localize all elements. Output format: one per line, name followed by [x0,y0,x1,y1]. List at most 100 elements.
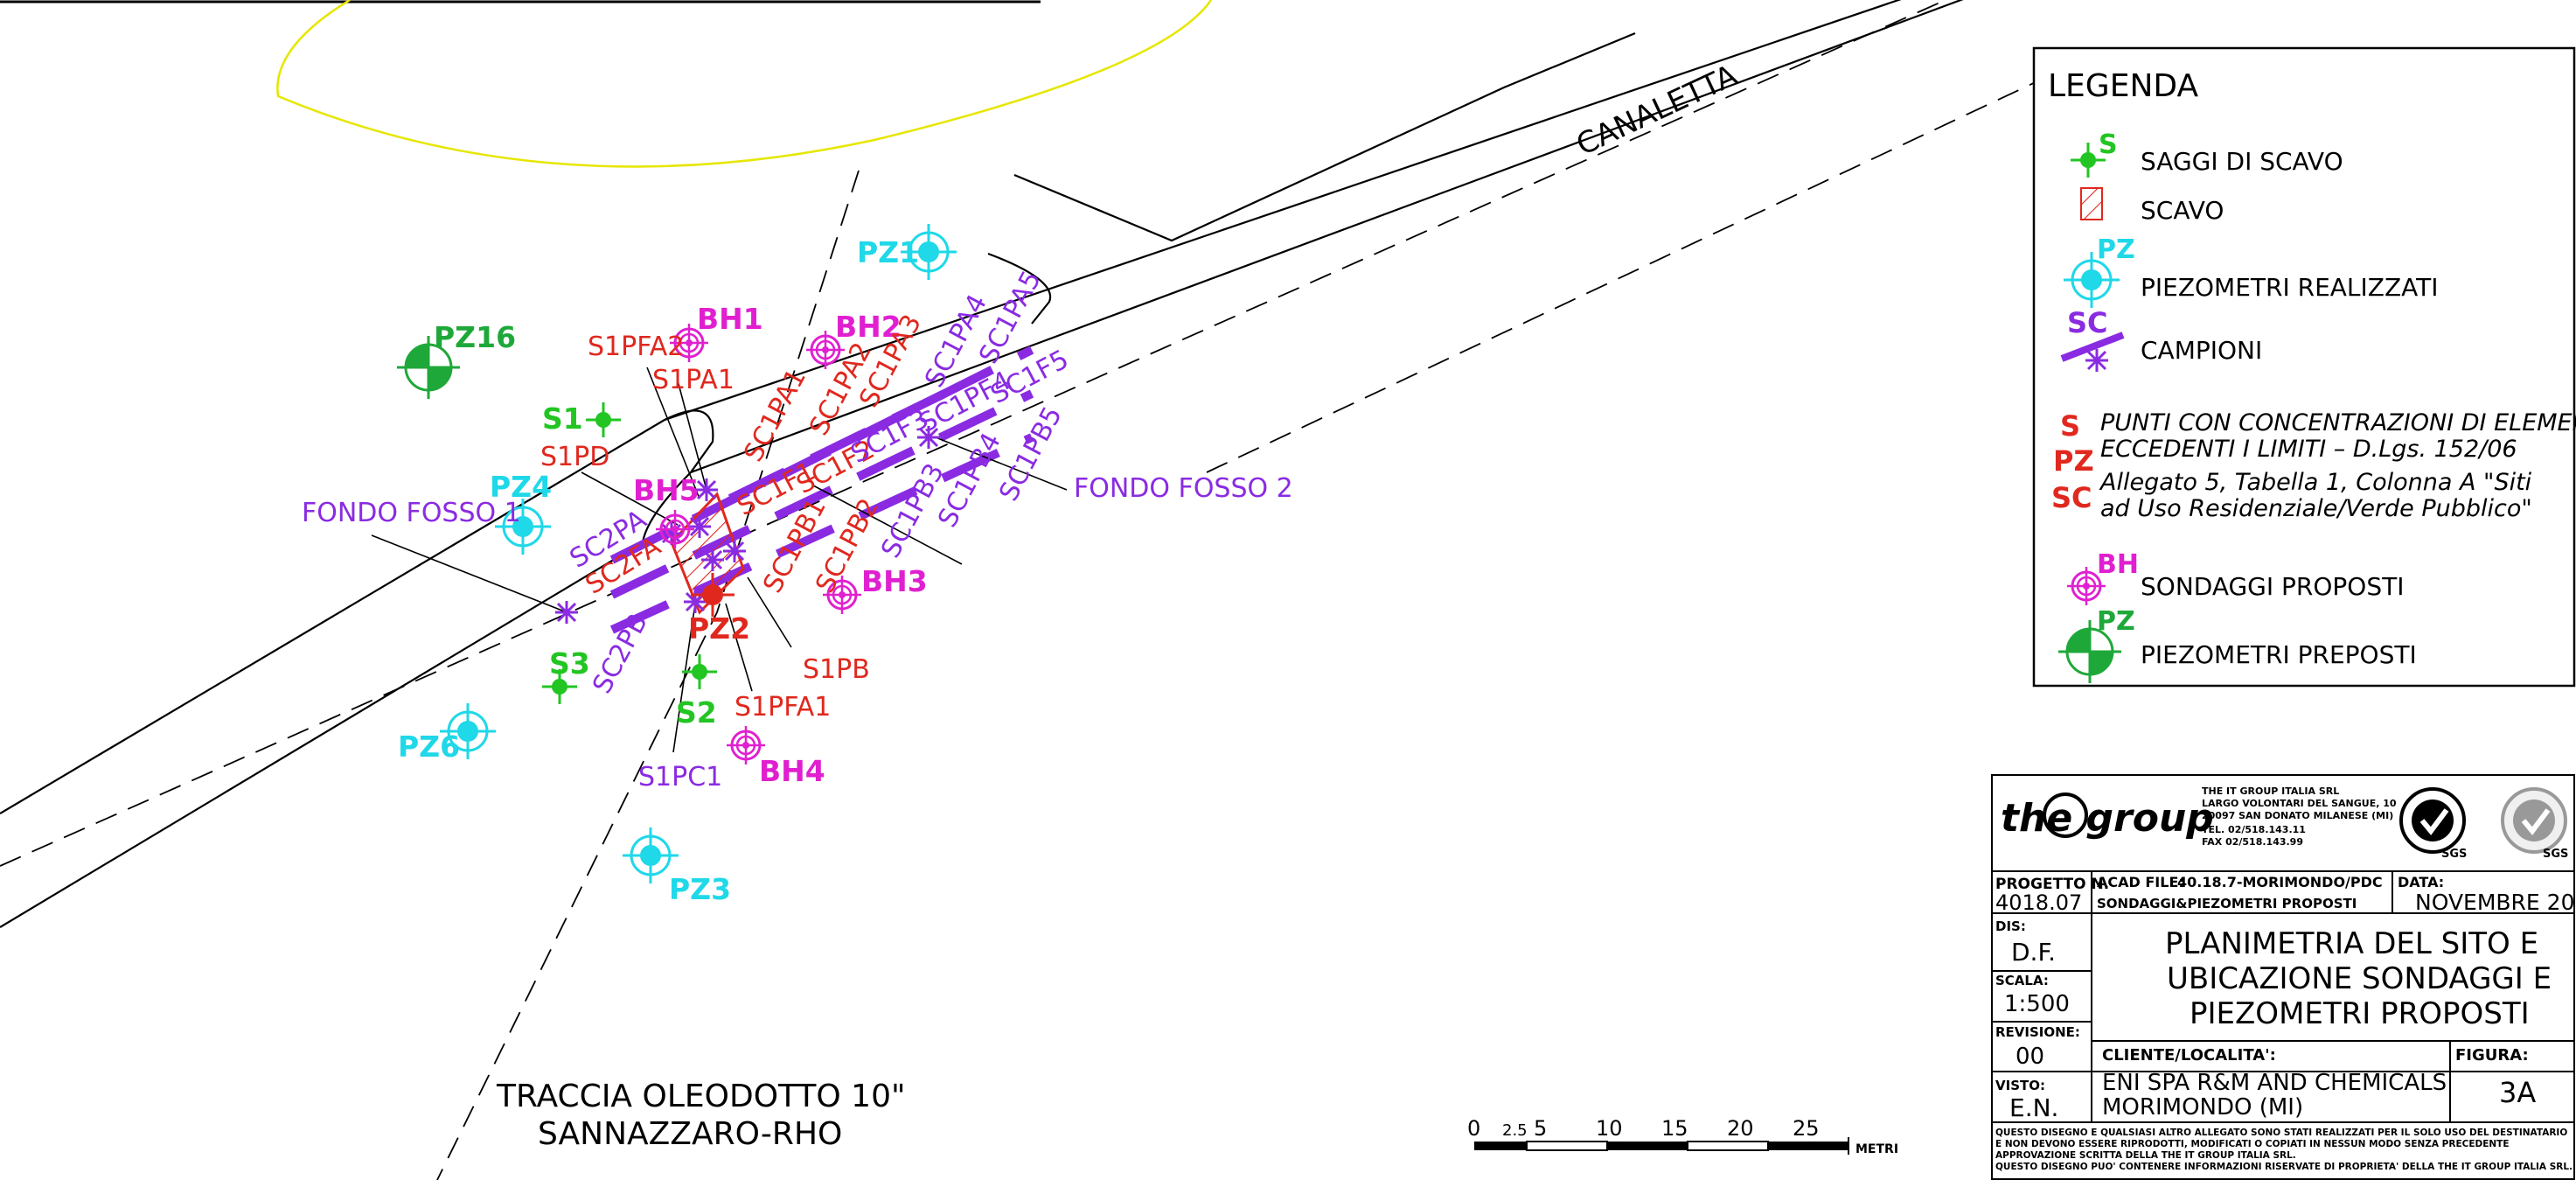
acad-sub: SONDAGGI&PIEZOMETRI PROPOSTI [2097,896,2357,911]
pz4-label: PZ4 [490,470,552,504]
figura-label: FIGURA: [2455,1046,2529,1065]
property-boundary-arc [276,0,1213,168]
acad-label: ACAD FILE: [2097,874,2184,890]
legend-campioni: CAMPIONI [2141,336,2262,365]
s1pb-label: S1PB [803,654,870,685]
cert-label-1: SGS [2441,848,2467,861]
scale-tick-4: 15 [1661,1116,1688,1141]
bh3-label: BH3 [861,564,928,598]
bh1-label: BH1 [697,302,763,336]
bh4-label: BH4 [759,754,825,788]
legend-saggi: SAGGI DI SCAVO [2141,147,2343,176]
company-address-2: 20097 SAN DONATO MILANESE (MI) [2202,810,2393,821]
scala-value: 1:500 [2004,991,2070,1017]
cliente-label: CLIENTE/LOCALITA': [2102,1046,2276,1065]
visto-value: E.N. [2009,1093,2058,1122]
legend-title: LEGENDA [2048,68,2198,104]
legend-scavo-swatch [2080,187,2103,220]
bh2-label: BH2 [835,310,902,344]
cliente-value-1: ENI SPA R&M AND CHEMICALS [2102,1070,2447,1096]
s1-label: S1 [542,401,583,436]
sample-labels-red: S1PFA2 S1PA1 S1PD S1PB S1PFA1 SC1PA1 SC1… [540,310,928,723]
scale-bar: 0 2.5 5 10 15 20 25 METRI [1467,1116,1898,1156]
scale-tick-5: 20 [1727,1116,1754,1141]
sc1pa1-label: SC1PA1 [738,364,812,467]
scale-tick-0: 0 [1467,1116,1480,1141]
data-label: DATA: [2398,874,2444,890]
legend-note-4: ad Uso Residenziale/Verde Pubblico" [2100,495,2532,522]
revisione-label: REVISIONE: [1995,1024,2080,1040]
pz16-label: PZ16 [434,320,516,354]
legend-scavo: SCAVO [2141,196,2224,225]
pipeline-label-line2: SANNAZZARO-RHO [538,1116,842,1152]
drawing-title-1: PLANIMETRIA DEL SITO E [2165,926,2538,961]
logo-ring-icon [2043,792,2088,838]
pz3-label: PZ3 [669,872,731,906]
s1pa1-label: S1PA1 [652,365,735,395]
disclaimer-4: QUESTO DISEGNO PUO' CONTENERE INFORMAZIO… [1995,1162,2573,1172]
dis-label: DIS: [1995,918,2026,934]
pz1-label: PZ1 [857,235,919,269]
pipeline-label-line1: TRACCIA OLEODOTTO 10" [496,1079,906,1114]
legend: LEGENDA S SAGGI DI SCAVO SCAVO PZ PIEZOM… [2032,46,2576,688]
leader-lines [371,367,1068,753]
data-value: NOVEMBRE 2015 [2415,890,2576,915]
revisione-value: 00 [2016,1044,2044,1070]
road-lines [0,0,2099,1180]
pz2-label: PZ2 [688,611,750,646]
cert-label-2: SGS [2543,848,2568,861]
s3-label: S3 [549,646,590,681]
s1pfa1-label: S1PFA1 [735,692,831,723]
legend-sondaggi-proposti: SONDAGGI PROPOSTI [2141,572,2404,601]
progetto-label: PROGETTO N. [1995,876,2109,893]
disclaimer-1: QUESTO DISEGNO E QUALSIASI ALTRO ALLEGAT… [1995,1128,2567,1138]
scale-tick-6: 25 [1793,1116,1820,1141]
s1pd-label: S1PD [540,442,609,472]
sc2pb-label: SC2PB [587,609,654,699]
pz2-symbol [691,573,735,617]
scale-tick-3: 10 [1596,1116,1623,1141]
legend-sc-letter: SC [2067,306,2108,339]
company-name: THE IT GROUP ITALIA SRL [2202,786,2339,797]
drawing-title-2: UBICAZIONE SONDAGGI E [2167,961,2552,996]
fondo2-label: FONDO FOSSO 2 [1074,473,1293,504]
sc1pb5-label: SC1PB5 [993,401,1069,506]
cliente-value-2: MORIMONDO (MI) [2102,1094,2303,1121]
certification-icon: SGS [2399,787,2467,861]
drawing-title-3: PIEZOMETRI PROPOSTI [2190,996,2530,1031]
s2-label: S2 [676,695,717,730]
title-block: the group THE IT GROUP ITALIA SRL LARGO … [1991,774,2576,1180]
s1-symbol [584,401,623,439]
scale-tick-2: 5 [1534,1116,1547,1141]
company-logo: the group [2001,796,2214,841]
legend-bh-letter: BH [2097,549,2139,580]
fondo1-label: FONDO FOSSO 1 [302,498,521,528]
legend-piezometri-realizzati: PIEZOMETRI REALIZZATI [2141,273,2438,302]
legend-piezometri-preposti: PIEZOMETRI PREPOSTI [2141,640,2417,669]
legend-note-3: Allegato 5, Tabella 1, Colonna A "Siti [2099,469,2532,496]
scala-label: SCALA: [1995,973,2049,988]
scale-unit: METRI [1855,1142,1898,1156]
s1pfa2-label: S1PFA2 [588,332,684,362]
company-address-1: LARGO VOLONTARI DEL SANGUE, 10 [2202,798,2397,809]
legend-red-sc: SC [2051,481,2092,514]
company-fax: FAX 02/518.143.99 [2202,836,2303,848]
legend-note-2: ECCEDENTI I LIMITI – D.Lgs. 152/06 [2100,436,2517,463]
legend-pz-letter: PZ [2097,234,2135,265]
sampling-lines [609,346,1034,634]
s1pc1-label: S1PC1 [638,762,722,792]
visto-label: VISTO: [1995,1078,2045,1093]
street-label: CANALETTA [1571,58,1743,163]
legend-s-letter: S [2099,129,2118,160]
progetto-value: 4018.07 [1995,890,2082,915]
legend-red-s: S [2060,409,2080,443]
dis-value: D.F. [2011,938,2056,967]
legend-red-pz: PZ [2053,444,2094,478]
disclaimer-2: E NON DEVONO ESSERE RIPRODOTTI, MODIFICA… [1995,1139,2510,1149]
acad-file: 40.18.7-MORIMONDO/PDC [2177,874,2383,890]
scale-tick-1: 2.5 [1502,1121,1528,1140]
disclaimer-3: APPROVAZIONE SCRITTA DELLA THE IT GROUP … [1995,1150,2296,1161]
bh5-label: BH5 [633,473,700,507]
pz6-label: PZ6 [398,730,460,764]
